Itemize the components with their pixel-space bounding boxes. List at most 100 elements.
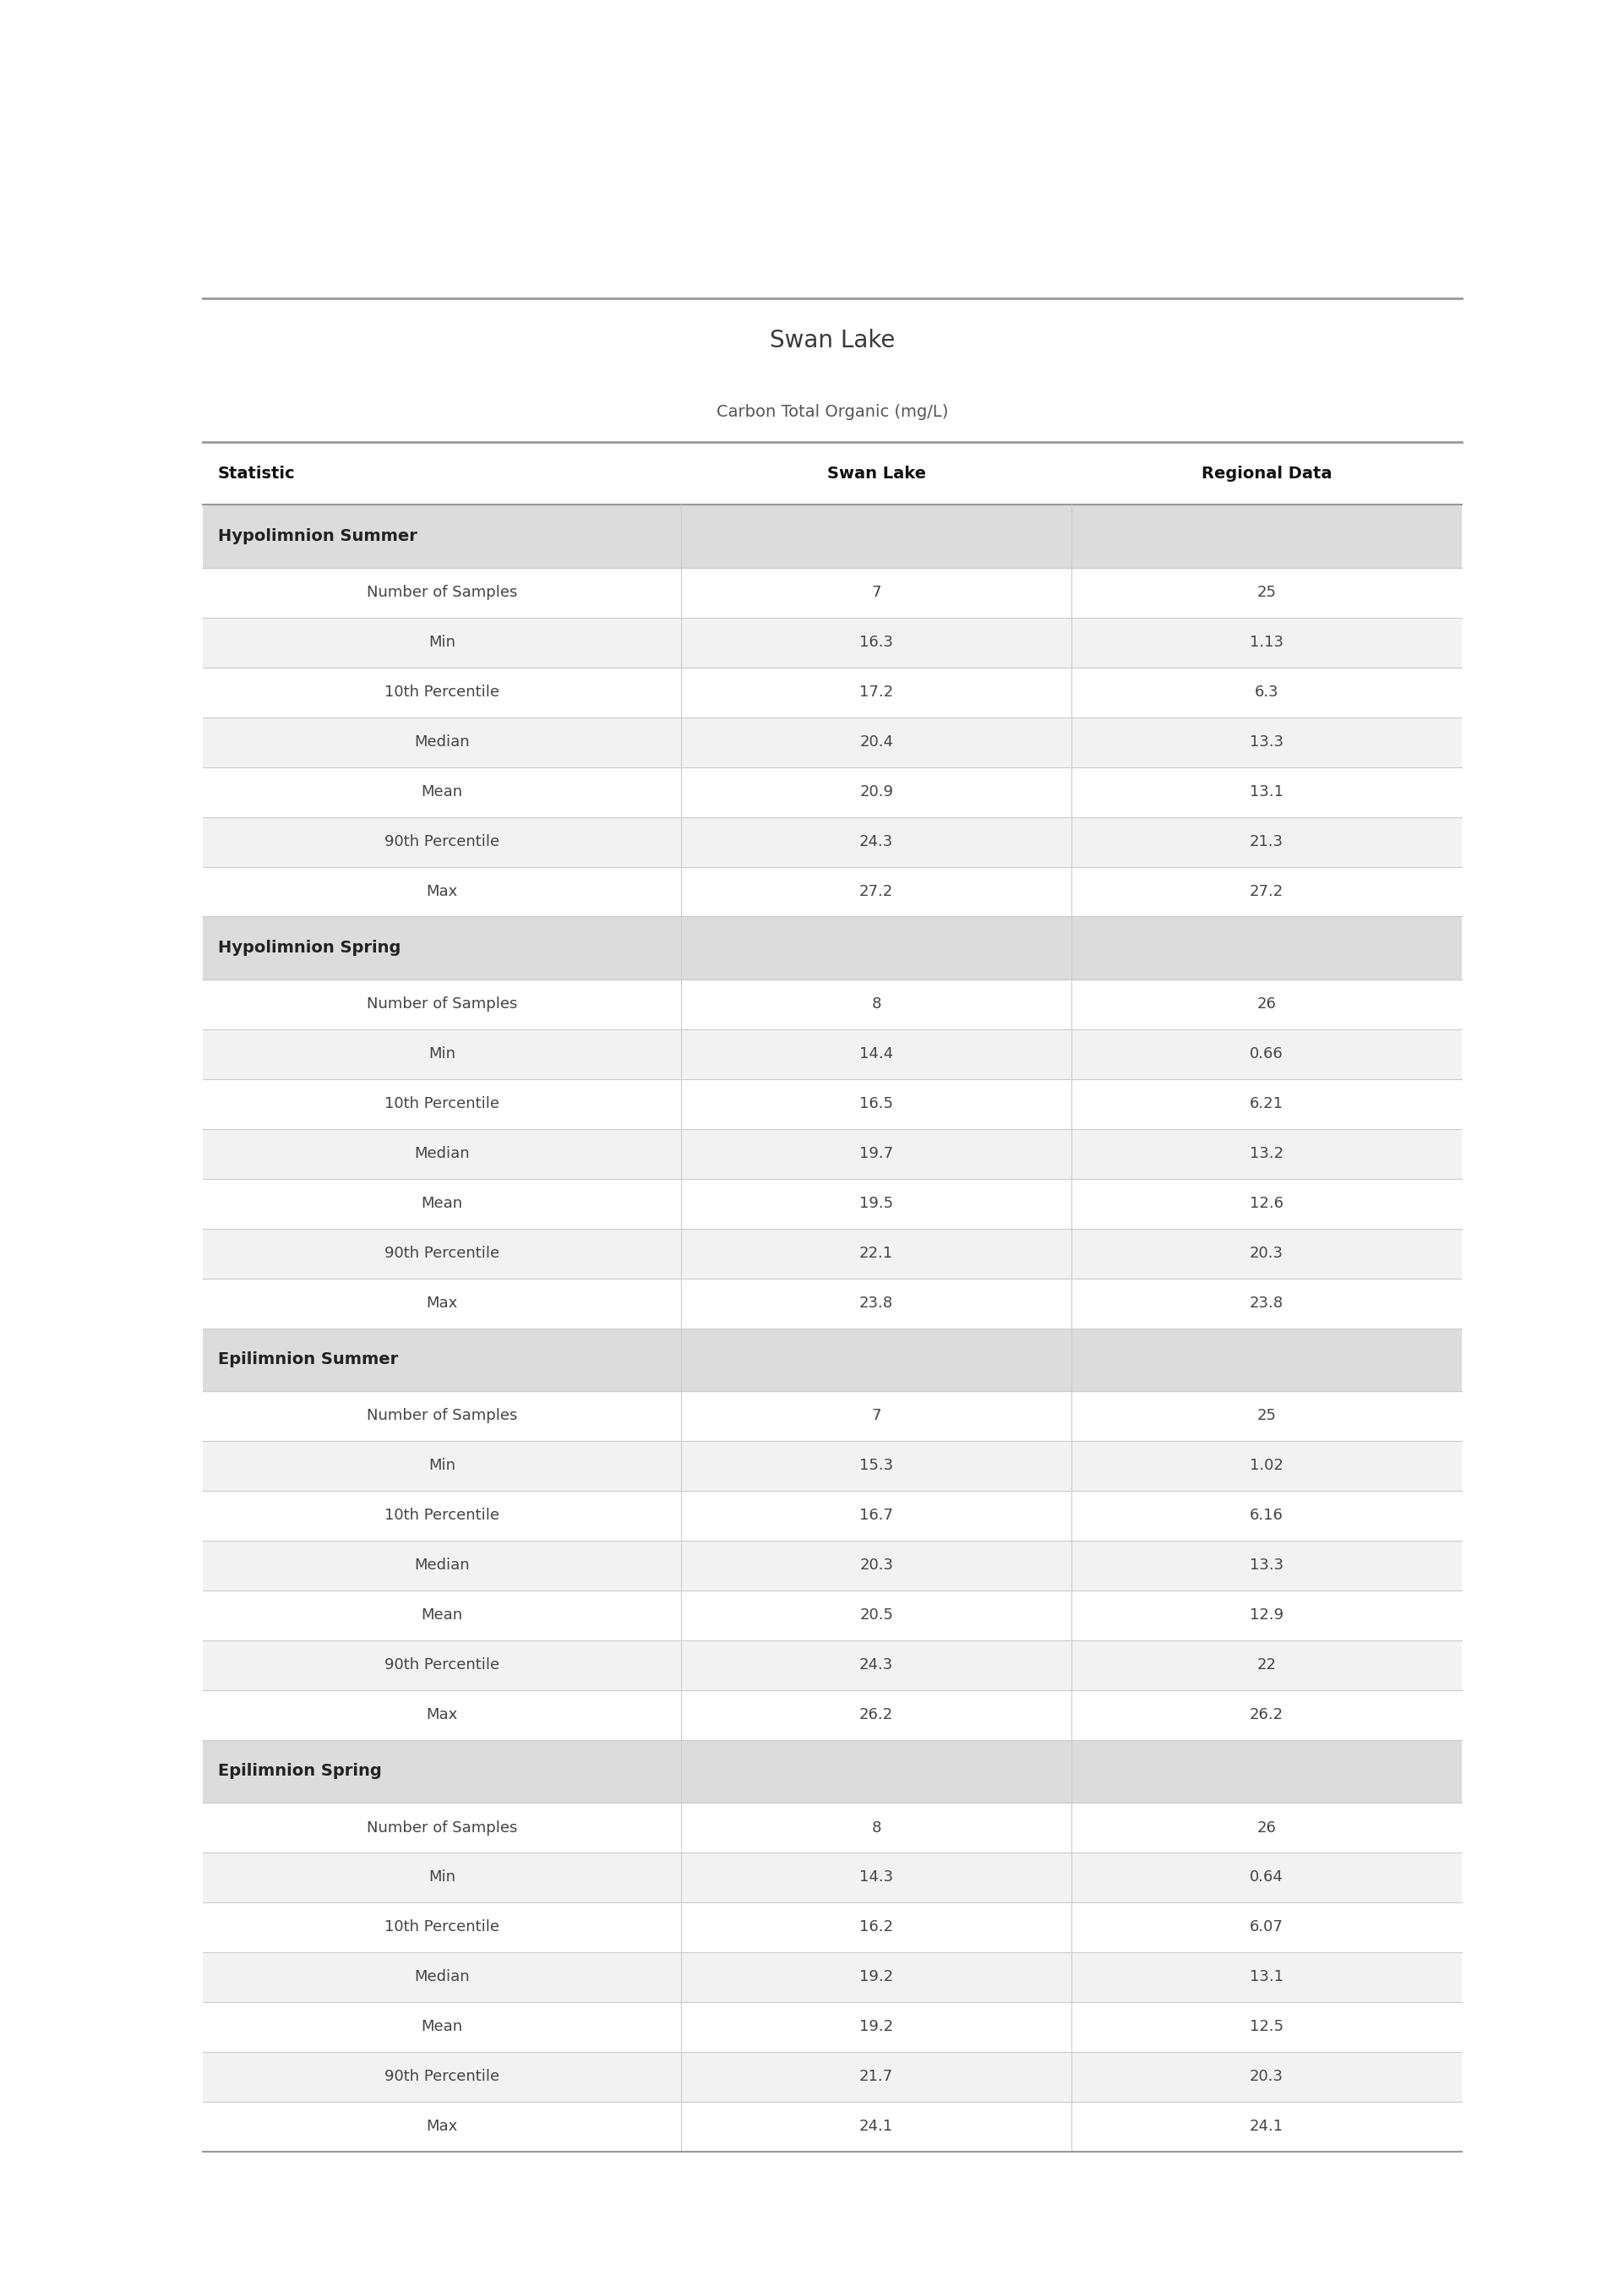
Text: 21.7: 21.7: [859, 2068, 893, 2084]
FancyBboxPatch shape: [203, 1441, 1462, 1491]
Text: 22.1: 22.1: [859, 1246, 893, 1262]
Text: Median: Median: [414, 1970, 469, 1984]
FancyBboxPatch shape: [203, 1491, 1462, 1541]
Text: 23.8: 23.8: [859, 1296, 893, 1310]
FancyBboxPatch shape: [203, 1392, 1462, 1441]
Text: Swan Lake: Swan Lake: [827, 465, 926, 481]
Text: 25: 25: [1257, 1407, 1276, 1423]
FancyBboxPatch shape: [203, 2102, 1462, 2152]
Text: 10th Percentile: 10th Percentile: [385, 1507, 500, 1523]
Text: 20.3: 20.3: [1249, 2068, 1283, 2084]
Text: 12.9: 12.9: [1249, 1607, 1283, 1623]
Text: 16.7: 16.7: [859, 1507, 893, 1523]
FancyBboxPatch shape: [203, 978, 1462, 1028]
Text: 6.16: 6.16: [1250, 1507, 1283, 1523]
FancyBboxPatch shape: [203, 1852, 1462, 1902]
FancyBboxPatch shape: [203, 1641, 1462, 1689]
Text: 27.2: 27.2: [859, 883, 893, 899]
Text: 13.2: 13.2: [1249, 1146, 1283, 1162]
Text: 22: 22: [1257, 1657, 1276, 1673]
Text: Min: Min: [429, 1046, 456, 1062]
Text: 20.4: 20.4: [859, 735, 893, 749]
FancyBboxPatch shape: [203, 1278, 1462, 1328]
FancyBboxPatch shape: [203, 1952, 1462, 2002]
Text: 20.5: 20.5: [859, 1607, 893, 1623]
FancyBboxPatch shape: [203, 504, 1462, 568]
Text: Min: Min: [429, 636, 456, 649]
Text: 1.02: 1.02: [1250, 1457, 1283, 1473]
Text: Mean: Mean: [421, 785, 463, 799]
Text: 8: 8: [872, 997, 882, 1012]
Text: 26: 26: [1257, 997, 1276, 1012]
Text: Mean: Mean: [421, 1607, 463, 1623]
FancyBboxPatch shape: [203, 1078, 1462, 1128]
Text: 7: 7: [872, 1407, 882, 1423]
Text: 20.9: 20.9: [859, 785, 893, 799]
Text: Median: Median: [414, 735, 469, 749]
Text: 6.21: 6.21: [1249, 1096, 1283, 1112]
Text: 15.3: 15.3: [859, 1457, 893, 1473]
FancyBboxPatch shape: [203, 1541, 1462, 1591]
Text: Max: Max: [427, 1707, 458, 1723]
Text: 19.2: 19.2: [859, 1970, 893, 1984]
Text: Statistic: Statistic: [218, 465, 296, 481]
FancyBboxPatch shape: [203, 1228, 1462, 1278]
Text: Number of Samples: Number of Samples: [367, 997, 518, 1012]
Text: 19.2: 19.2: [859, 2020, 893, 2034]
Text: 24.3: 24.3: [859, 1657, 893, 1673]
Text: 23.8: 23.8: [1249, 1296, 1283, 1310]
FancyBboxPatch shape: [203, 617, 1462, 667]
Text: 0.64: 0.64: [1250, 1870, 1283, 1884]
Text: 24.1: 24.1: [859, 2118, 893, 2134]
Text: 14.4: 14.4: [859, 1046, 893, 1062]
Text: 12.6: 12.6: [1249, 1196, 1283, 1212]
Text: Median: Median: [414, 1146, 469, 1162]
FancyBboxPatch shape: [203, 1591, 1462, 1641]
Text: 90th Percentile: 90th Percentile: [385, 1657, 500, 1673]
FancyBboxPatch shape: [203, 1689, 1462, 1739]
Text: 90th Percentile: 90th Percentile: [385, 2068, 500, 2084]
Text: Swan Lake: Swan Lake: [770, 329, 895, 352]
FancyBboxPatch shape: [203, 1128, 1462, 1178]
Text: 10th Percentile: 10th Percentile: [385, 686, 500, 699]
Text: 13.3: 13.3: [1249, 1557, 1283, 1573]
FancyBboxPatch shape: [203, 817, 1462, 867]
Text: 1.13: 1.13: [1249, 636, 1283, 649]
Text: Hypolimnion Summer: Hypolimnion Summer: [218, 529, 417, 545]
FancyBboxPatch shape: [203, 568, 1462, 617]
Text: 6.07: 6.07: [1250, 1920, 1283, 1934]
Text: 13.1: 13.1: [1249, 785, 1283, 799]
Text: Hypolimnion Spring: Hypolimnion Spring: [218, 940, 401, 956]
FancyBboxPatch shape: [203, 667, 1462, 717]
FancyBboxPatch shape: [203, 1328, 1462, 1392]
FancyBboxPatch shape: [203, 767, 1462, 817]
FancyBboxPatch shape: [203, 2002, 1462, 2052]
Text: 13.1: 13.1: [1249, 1970, 1283, 1984]
Text: 90th Percentile: 90th Percentile: [385, 833, 500, 849]
Text: Min: Min: [429, 1870, 456, 1884]
Text: Median: Median: [414, 1557, 469, 1573]
FancyBboxPatch shape: [203, 443, 1462, 504]
Text: 90th Percentile: 90th Percentile: [385, 1246, 500, 1262]
Text: 25: 25: [1257, 586, 1276, 599]
Text: 6.3: 6.3: [1254, 686, 1278, 699]
Text: 16.5: 16.5: [859, 1096, 893, 1112]
Text: 13.3: 13.3: [1249, 735, 1283, 749]
Text: Number of Samples: Number of Samples: [367, 1821, 518, 1834]
Text: Epilimnion Summer: Epilimnion Summer: [218, 1351, 398, 1367]
FancyBboxPatch shape: [203, 917, 1462, 978]
Text: Max: Max: [427, 2118, 458, 2134]
Text: Max: Max: [427, 883, 458, 899]
Text: Max: Max: [427, 1296, 458, 1310]
Text: Carbon Total Organic (mg/L): Carbon Total Organic (mg/L): [716, 404, 948, 420]
Text: Number of Samples: Number of Samples: [367, 1407, 518, 1423]
Text: Regional Data: Regional Data: [1202, 465, 1332, 481]
Text: Epilimnion Spring: Epilimnion Spring: [218, 1764, 382, 1780]
Text: Number of Samples: Number of Samples: [367, 586, 518, 599]
Text: 19.5: 19.5: [859, 1196, 893, 1212]
FancyBboxPatch shape: [203, 717, 1462, 767]
Text: 12.5: 12.5: [1249, 2020, 1283, 2034]
FancyBboxPatch shape: [203, 1902, 1462, 1952]
Text: 24.3: 24.3: [859, 833, 893, 849]
Text: Mean: Mean: [421, 1196, 463, 1212]
